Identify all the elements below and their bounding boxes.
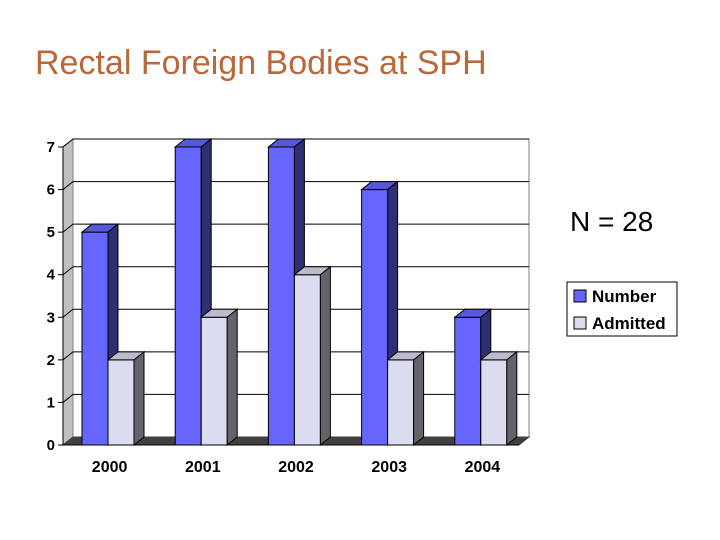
legend-swatch (573, 316, 587, 330)
legend-label: Admitted (592, 314, 666, 333)
page-title: Rectal Foreign Bodies at SPH (35, 44, 487, 82)
bar (199, 308, 239, 447)
legend: Number Admitted (566, 281, 678, 337)
y-tick-label: 0 (47, 437, 55, 454)
x-axis: 2000 2001 2002 2003 2004 (63, 444, 519, 476)
bar (479, 350, 519, 447)
legend-label: Number (592, 287, 657, 306)
y-tick-label: 6 (47, 182, 55, 199)
side-wall (62, 137, 74, 447)
bar (453, 308, 493, 447)
legend-swatch (573, 289, 587, 303)
x-tick-label: 2004 (465, 459, 501, 476)
bar (386, 350, 426, 447)
y-tick-label: 2 (47, 352, 55, 369)
y-tick-label: 5 (47, 224, 55, 241)
x-tick-label: 2000 (92, 459, 128, 476)
gridline (62, 138, 529, 148)
y-tick-label: 7 (47, 139, 55, 156)
y-tick-label: 1 (47, 394, 55, 411)
x-tick-label: 2002 (278, 459, 314, 476)
sample-size-annotation: N = 28 (570, 206, 654, 237)
bar (292, 265, 332, 447)
y-tick-label: 4 (47, 267, 56, 284)
y-axis: 0 1 2 3 4 5 6 7 (47, 139, 64, 454)
y-tick-label: 3 (47, 309, 55, 326)
bars (80, 137, 519, 447)
x-tick-label: 2003 (371, 459, 407, 476)
x-tick-label: 2001 (185, 459, 221, 476)
bar (106, 350, 146, 447)
